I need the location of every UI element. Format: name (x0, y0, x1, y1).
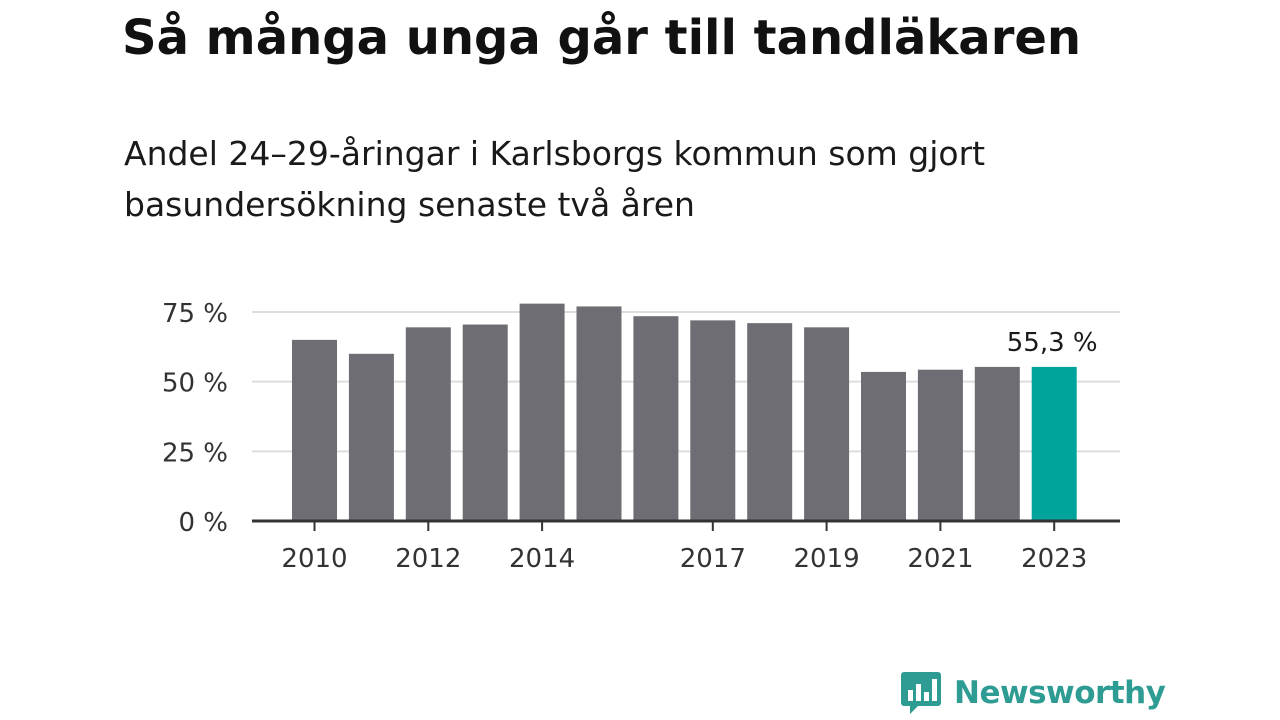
y-tick-label: 50 % (162, 369, 228, 399)
y-tick-label: 75 % (162, 299, 228, 329)
x-tick-label: 2010 (281, 544, 347, 574)
bar (917, 369, 963, 521)
x-tick-label: 2012 (395, 544, 461, 574)
bar (861, 371, 906, 521)
axes (252, 519, 1120, 531)
bar (974, 366, 1020, 521)
bar (462, 324, 508, 521)
x-tick-label: 2019 (794, 544, 860, 574)
bar (690, 320, 736, 521)
bar-chart-speech-bubble-icon (901, 672, 941, 714)
labels: 0 % 25 % 50 % 75 % 55,3 % 2010 2012 2014 2017 201… (162, 299, 1098, 574)
x-tick-label: 2021 (907, 544, 973, 574)
bar (747, 323, 793, 521)
bar (804, 327, 850, 521)
data-label: 55,3 % (1007, 328, 1098, 358)
x-tick-label: 2014 (509, 544, 575, 574)
bar (633, 316, 679, 521)
bars (292, 303, 1077, 521)
chart-subtitle: Andel 24–29-åringar i Karlsborgs kommun … (124, 134, 986, 224)
bar (405, 327, 451, 521)
x-tick-label: 2017 (680, 544, 746, 574)
bar-highlight (1031, 366, 1077, 521)
y-tick-label: 25 % (162, 438, 228, 468)
bar (519, 303, 565, 521)
bar (576, 306, 622, 521)
bar (292, 339, 337, 521)
chart-title: Så många unga går till tandläkaren (122, 10, 1082, 66)
y-tick-label: 0 % (178, 508, 228, 538)
bar (348, 353, 394, 521)
brand-name: Newsworthy (954, 675, 1166, 711)
newsworthy-logo: Newsworthy (900, 668, 1166, 718)
x-tick-label: 2023 (1021, 544, 1087, 574)
